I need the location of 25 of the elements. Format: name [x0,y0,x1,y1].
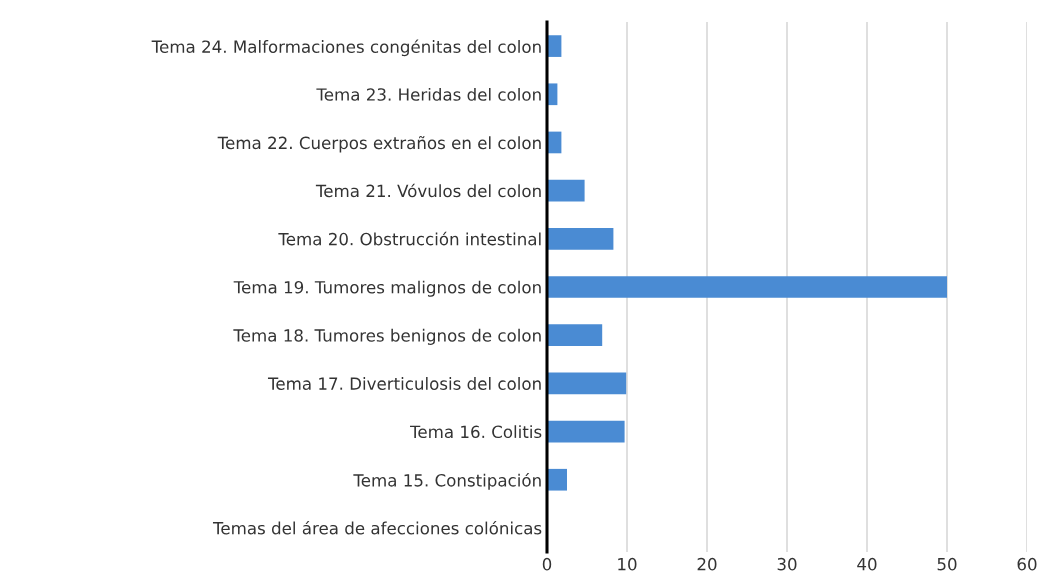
y-tick-label: Tema 19. Tumores malignos de colon [233,280,541,297]
y-tick-label: Tema 20. Obstrucción intestinal [278,231,541,246]
y-tick-label: Tema 17. Diverticulosis del colon [267,377,541,390]
y-tick-label: Tema 22. Cuerpos extraños en el colon [217,135,541,153]
x-tick-label: 0 [542,557,552,571]
bar [547,372,627,395]
x-tick-label: 30 [777,557,797,571]
bar [547,179,585,202]
x-tick-label: 20 [697,557,717,571]
bar [547,420,625,443]
x-tick-label: 60 [1017,557,1037,571]
bar [547,227,614,250]
x-tick-label: 50 [937,557,957,571]
y-tick-label: Tema 23. Heridas del colon [316,87,541,101]
y-tick-label: Tema 18. Tumores benignos de colon [233,328,541,345]
x-tick-label: 40 [857,557,877,571]
y-tick-label: Tema 16. Colitis [410,425,542,439]
bar [547,468,567,491]
y-tick-label: Tema 21. Vóvulos del colon [315,183,541,198]
bar [547,324,603,347]
y-tick-label: Tema 24. Malformaciones congénitas del colon [151,39,541,57]
x-tick-label: 10 [618,557,637,571]
y-tick-label: Tema 15. Constipación [353,473,541,490]
bar [547,276,947,298]
y-tick-label: Temas del área de afecciones colónicas [212,520,542,535]
